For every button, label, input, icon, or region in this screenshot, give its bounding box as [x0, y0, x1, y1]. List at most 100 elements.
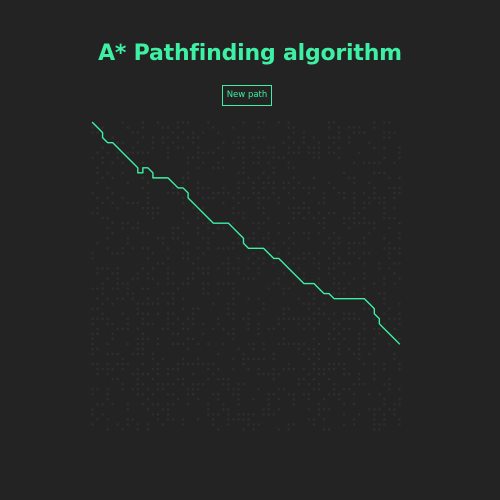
obstacle-cell — [262, 357, 265, 361]
obstacle-cell — [388, 242, 391, 245]
obstacle-cell — [337, 156, 341, 159]
obstacle-cell — [227, 383, 230, 386]
obstacle-cell — [252, 262, 255, 265]
obstacle-cell — [136, 201, 139, 205]
obstacle-cell — [292, 282, 295, 285]
obstacle-cell — [353, 176, 356, 179]
obstacle-cell — [317, 201, 321, 205]
obstacle-cell — [373, 191, 376, 195]
obstacle-cell — [373, 222, 376, 225]
obstacle-cell — [202, 362, 205, 366]
obstacle-cell — [146, 337, 149, 341]
obstacle-cell — [292, 403, 295, 406]
obstacle-cell — [378, 161, 381, 164]
obstacle-cell — [332, 362, 336, 366]
obstacle-cell — [297, 151, 300, 154]
obstacle-cell — [297, 317, 300, 320]
obstacle-cell — [181, 357, 185, 361]
obstacle-cell — [227, 191, 230, 195]
obstacle-cell — [332, 292, 336, 295]
pathfinding-grid[interactable] — [90, 120, 402, 432]
new-path-button[interactable]: New path — [222, 85, 272, 106]
obstacle-cell — [151, 413, 155, 416]
obstacle-cell — [217, 166, 220, 169]
obstacle-cell — [166, 418, 170, 421]
obstacle-cell — [327, 151, 331, 154]
obstacle-cell — [121, 282, 124, 285]
obstacle-cell — [307, 206, 311, 210]
obstacle-cell — [111, 222, 114, 225]
obstacle-cell — [388, 121, 391, 124]
obstacle-cell — [247, 342, 250, 346]
obstacle-cell — [217, 161, 220, 164]
obstacle-cell — [272, 156, 275, 159]
obstacle-cell — [166, 302, 170, 305]
obstacle-cell — [252, 342, 255, 346]
obstacle-cell — [247, 237, 250, 240]
obstacle-cell — [292, 393, 295, 396]
obstacle-cell — [232, 222, 235, 225]
obstacle-cell — [257, 367, 260, 371]
obstacle-cell — [327, 347, 331, 351]
obstacle-cell — [282, 156, 285, 159]
obstacle-cell — [363, 201, 366, 205]
obstacle-cell — [398, 232, 401, 235]
obstacle-cell — [141, 161, 144, 164]
obstacle-cell — [398, 312, 401, 315]
obstacle-cell — [373, 413, 376, 416]
obstacle-cell — [307, 373, 311, 376]
obstacle-cell — [358, 342, 361, 346]
obstacle-cell — [287, 393, 290, 396]
obstacle-cell — [302, 252, 305, 255]
obstacle-cell — [242, 277, 245, 280]
obstacle-cell — [156, 362, 160, 366]
obstacle-cell — [237, 403, 240, 406]
obstacle-cell — [116, 252, 119, 255]
obstacle-cell — [343, 423, 346, 426]
obstacle-cell — [337, 146, 341, 149]
obstacle-cell — [398, 222, 401, 225]
obstacle-cell — [242, 121, 245, 124]
obstacle-cell — [192, 277, 195, 280]
obstacle-cell — [131, 388, 134, 391]
obstacle-cell — [317, 352, 321, 356]
obstacle-cell — [232, 196, 235, 200]
obstacle-cell — [398, 418, 401, 421]
obstacle-cell — [131, 277, 134, 280]
obstacle-cell — [181, 327, 185, 330]
obstacle-cell — [343, 388, 346, 391]
obstacle-cell — [202, 383, 205, 386]
obstacle-cell — [131, 227, 134, 230]
obstacle-cell — [358, 151, 361, 154]
obstacle-cell — [257, 373, 260, 376]
obstacle-cell — [96, 403, 99, 406]
obstacle-cell — [131, 292, 134, 295]
obstacle-cell — [312, 327, 316, 330]
obstacle-cell — [398, 252, 401, 255]
obstacle-cell — [192, 317, 195, 320]
obstacle-cell — [222, 327, 225, 330]
obstacle-cell — [312, 217, 316, 220]
obstacle-cell — [327, 267, 331, 270]
obstacle-cell — [252, 357, 255, 361]
obstacle-cell — [101, 217, 104, 220]
obstacle-cell — [232, 317, 235, 320]
grid-canvas[interactable] — [90, 120, 402, 432]
obstacle-cell — [116, 151, 119, 154]
obstacle-cell — [187, 362, 190, 366]
obstacle-cell — [317, 252, 321, 255]
obstacle-cell — [121, 367, 124, 371]
obstacle-cell — [111, 332, 114, 335]
obstacle-cell — [146, 388, 149, 391]
obstacle-cell — [358, 317, 361, 320]
obstacle-cell — [91, 352, 94, 356]
obstacle-cell — [272, 282, 275, 285]
obstacle-cell — [141, 186, 144, 190]
obstacle-cell — [121, 252, 124, 255]
obstacle-cell — [237, 347, 240, 351]
obstacle-cell — [358, 211, 361, 215]
obstacle-cell — [237, 418, 240, 421]
obstacle-cell — [146, 398, 149, 401]
obstacle-cell — [257, 227, 260, 230]
obstacle-cell — [212, 232, 215, 235]
